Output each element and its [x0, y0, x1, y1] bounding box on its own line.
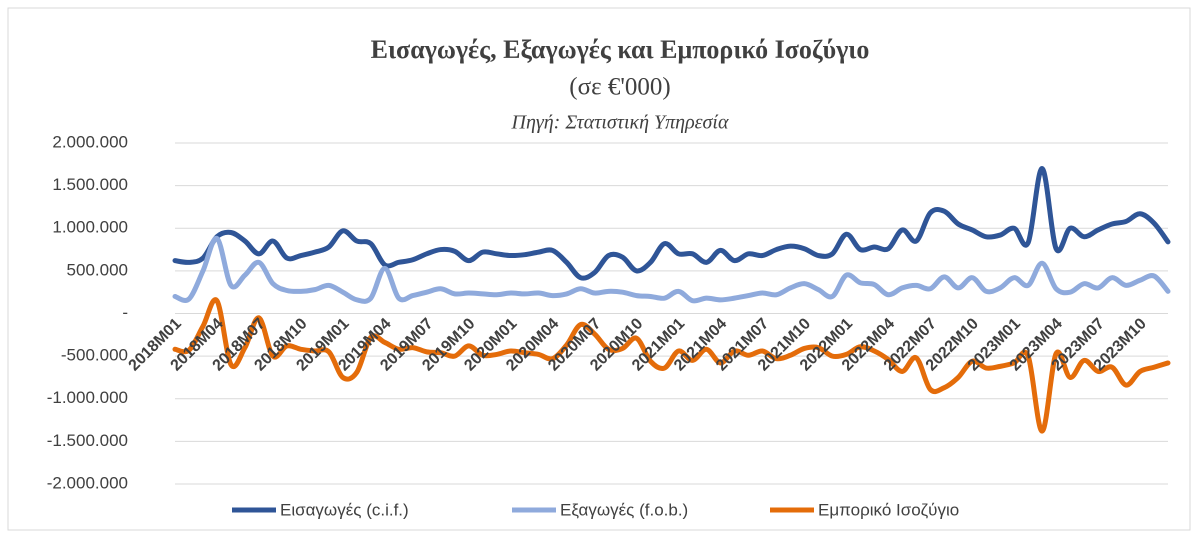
chart-source: Πηγή: Στατιστική Υπηρεσία: [511, 112, 729, 134]
legend-label: Εισαγωγές (c.i.f.): [280, 500, 409, 519]
y-tick-label: -2.000.000: [47, 473, 128, 492]
chart-subtitle: (σε €'000): [569, 74, 670, 101]
legend-label: Εξαγωγές (f.o.b.): [560, 500, 688, 519]
y-tick-label: -: [122, 303, 128, 322]
y-tick-label: 1.500.000: [52, 175, 128, 194]
chart-title: Εισαγωγές, Εξαγωγές και Εμπορικό Ισοζύγι…: [371, 35, 870, 64]
y-tick-label: 1.000.000: [52, 218, 128, 237]
y-tick-label: 2.000.000: [52, 132, 128, 151]
y-tick-label: -1.000.000: [47, 388, 128, 407]
series-line: [172, 166, 1171, 281]
y-tick-label: -1.500.000: [47, 431, 128, 450]
series-line: [172, 235, 1171, 304]
y-tick-label: -500.000: [61, 346, 128, 365]
series-line: [172, 297, 1171, 434]
y-tick-label: 500.000: [67, 260, 128, 279]
legend-label: Εμπορικό Ισοζύγιο: [818, 500, 959, 519]
